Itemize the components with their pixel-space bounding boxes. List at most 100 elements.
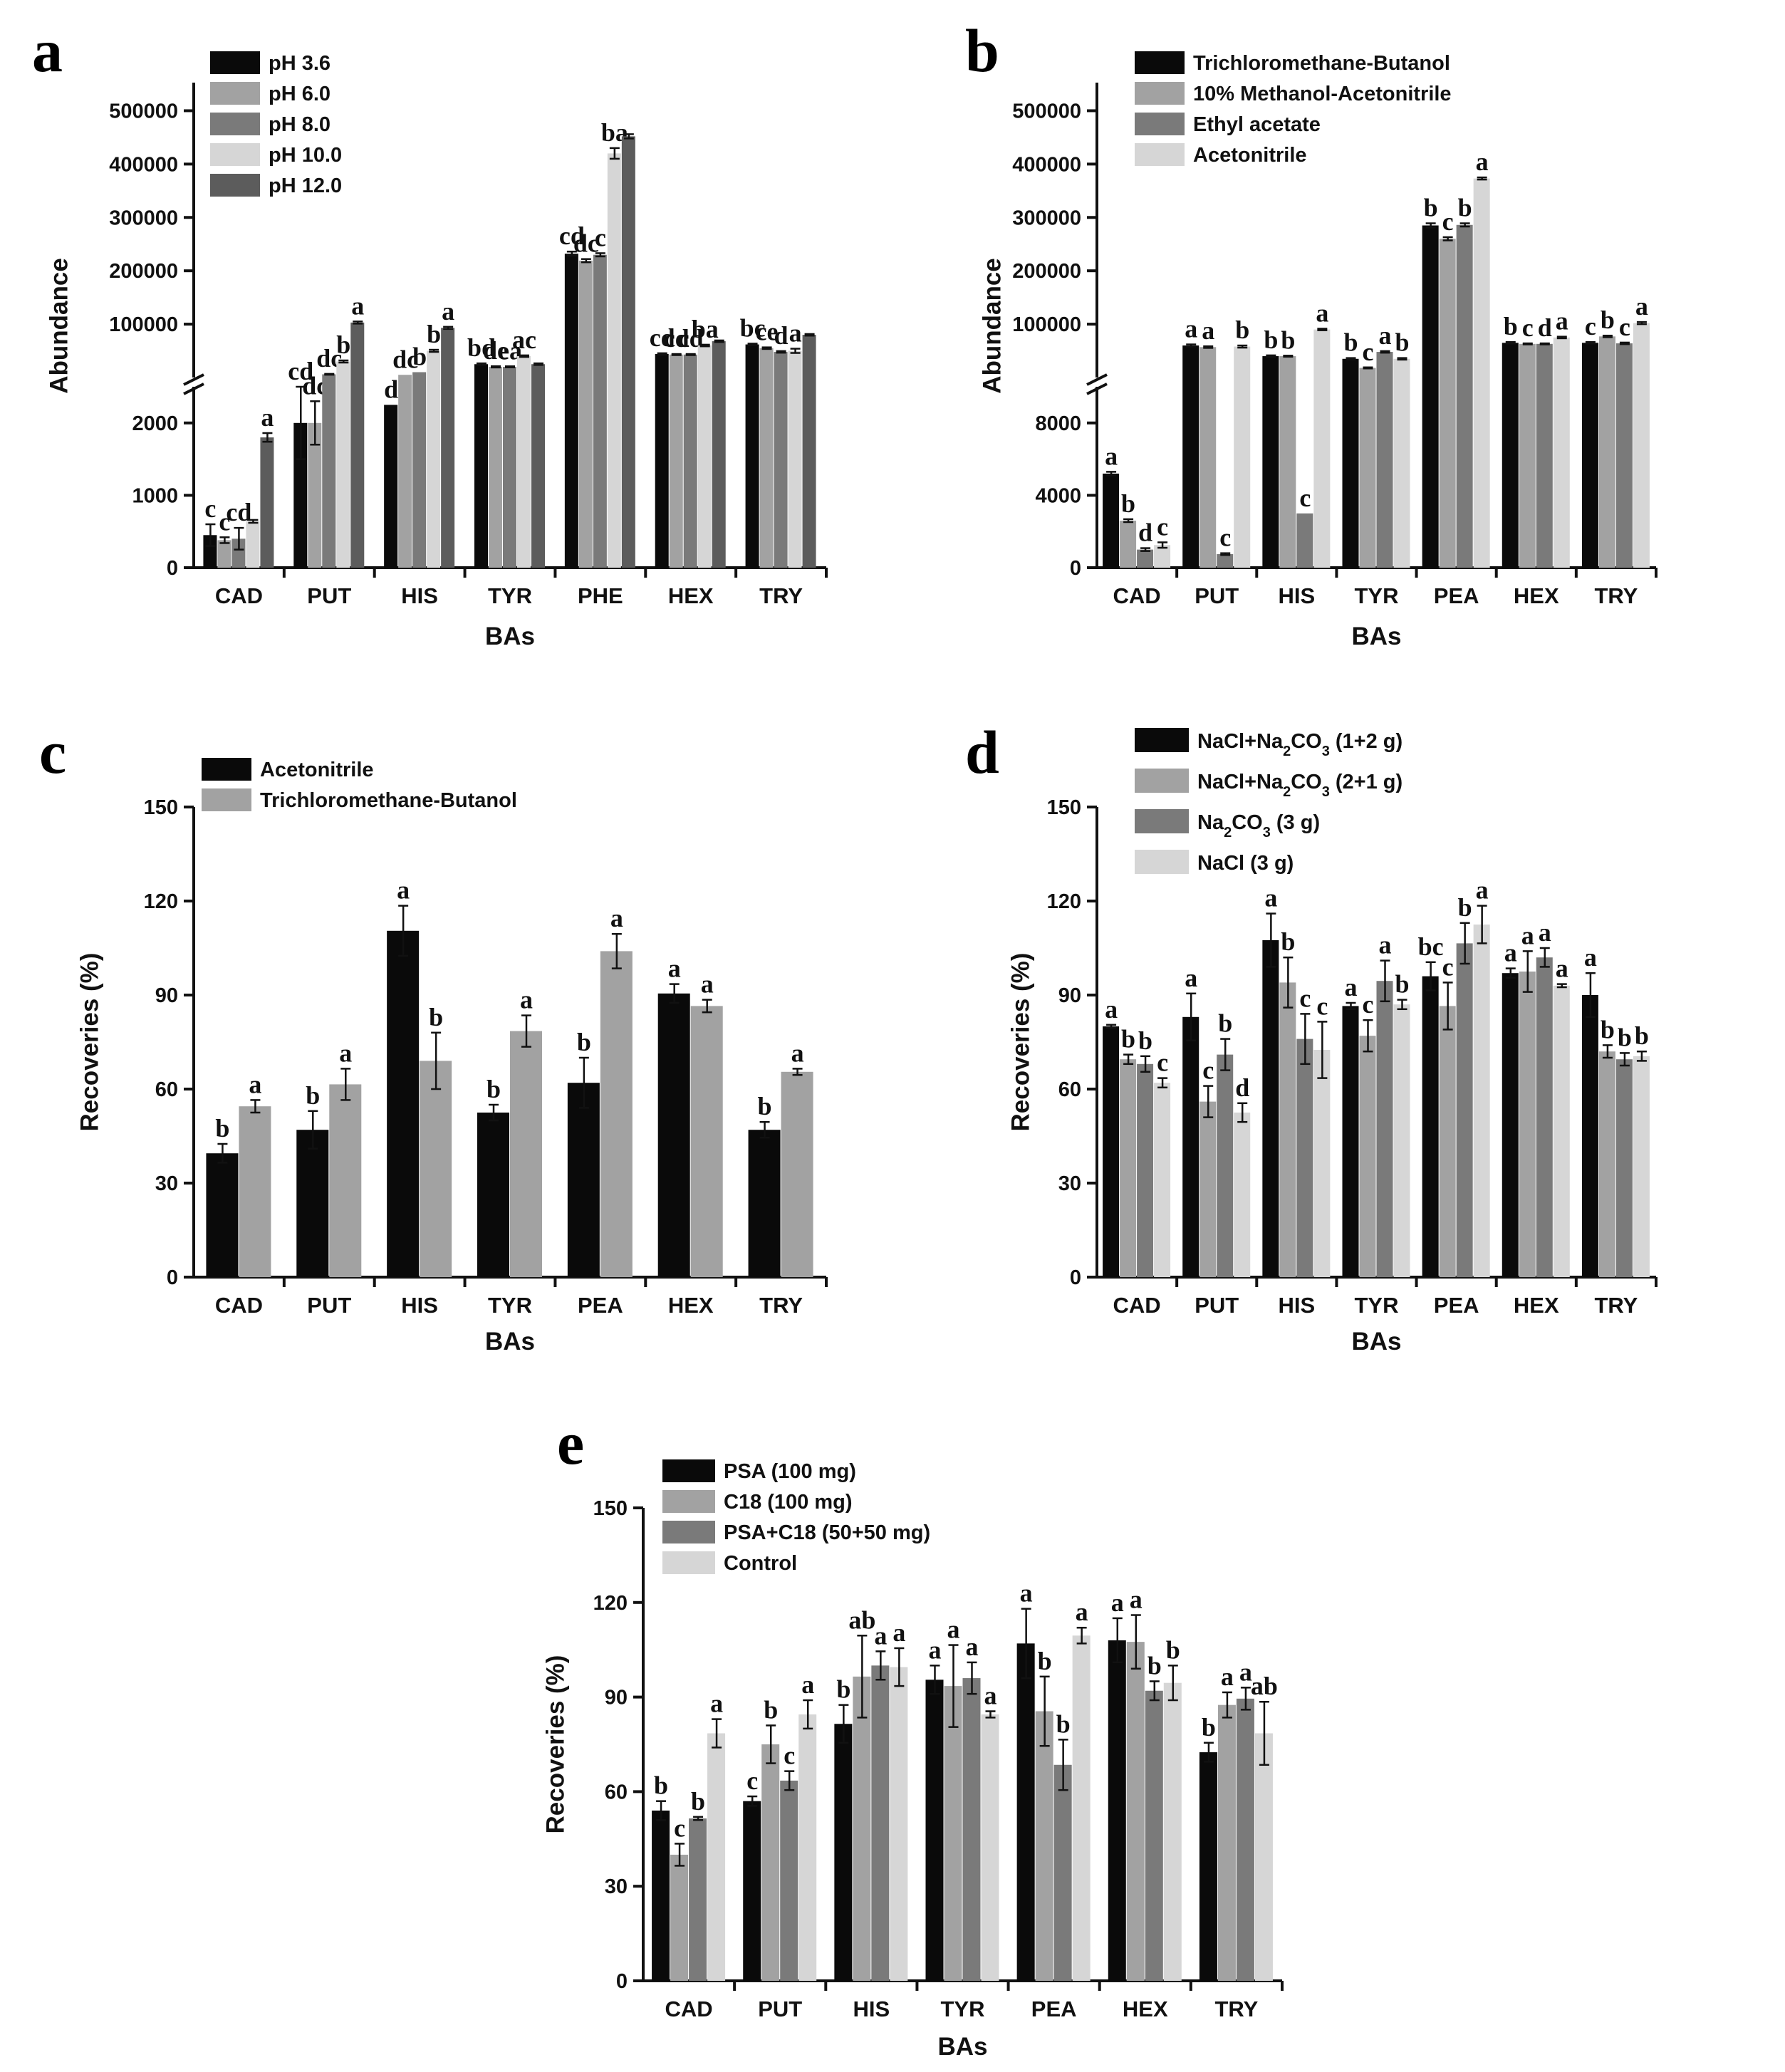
significance-label: b — [1424, 194, 1438, 222]
significance-label: c — [1522, 313, 1534, 342]
significance-label: a — [1521, 921, 1534, 949]
significance-label: bc — [740, 313, 766, 342]
bar — [1217, 553, 1234, 568]
x-tick-label: PEA — [578, 1293, 623, 1318]
bar — [412, 372, 427, 568]
x-tick-label: PEA — [1434, 1293, 1479, 1318]
legend-swatch — [210, 143, 260, 166]
legend-swatch — [210, 51, 260, 74]
axis-break-mark — [1086, 373, 1108, 386]
significance-label: a — [1379, 931, 1392, 959]
significance-label: a — [1264, 884, 1277, 912]
y-tick-label: 200000 — [1012, 260, 1081, 283]
significance-label: a — [1476, 147, 1489, 176]
legend-text: Ethyl acetate — [1193, 113, 1321, 136]
bar — [669, 354, 683, 568]
legend-label: Acetonitrile — [1193, 144, 1307, 167]
significance-label: b — [336, 330, 350, 359]
y-tick-label: 8000 — [1035, 412, 1081, 435]
significance-label: b — [427, 320, 441, 348]
significance-label: b — [1202, 1713, 1216, 1742]
bar — [260, 437, 274, 568]
y-tick-label: 150 — [593, 1497, 628, 1520]
y-tick-label: 150 — [1047, 796, 1081, 819]
bar — [697, 345, 712, 568]
bar — [1342, 358, 1359, 568]
significance-label: b — [1395, 328, 1409, 357]
legend-text: pH 6.0 — [269, 83, 331, 105]
legend-formula: CO — [1232, 811, 1263, 834]
y-tick-label: 500000 — [109, 100, 178, 123]
x-tick-label: TYR — [941, 1996, 985, 2021]
bar — [925, 1680, 944, 1981]
axis-break-mark — [1086, 382, 1108, 395]
bar — [593, 254, 607, 568]
panel-letter: e — [557, 1409, 584, 1477]
y-tick-label: 90 — [155, 984, 178, 1007]
bar — [1598, 336, 1615, 568]
legend-label: pH 10.0 — [269, 144, 342, 167]
bar — [531, 364, 545, 568]
significance-label: a — [801, 1670, 814, 1699]
x-tick-label: HEX — [1514, 583, 1559, 608]
bar — [748, 1130, 781, 1277]
significance-label: a — [791, 1038, 804, 1067]
x-axis: CAD PUT HIS TYR PEA HEX TRY — [1096, 566, 1658, 608]
bar — [1199, 1752, 1217, 1981]
y-axis: 0 30 60 90 120 150 — [1047, 796, 1098, 1289]
x-tick-label: TRY — [1594, 583, 1638, 608]
significance-label: a — [874, 1621, 887, 1650]
significance-label: a — [1105, 995, 1118, 1024]
x-tick-label: TRY — [759, 1293, 803, 1318]
bar — [1217, 1054, 1234, 1277]
legend-swatch — [210, 82, 260, 105]
bar — [1236, 1698, 1254, 1981]
significance-label: c — [1363, 990, 1374, 1019]
bar — [329, 1084, 362, 1277]
bar — [1199, 347, 1217, 568]
legend-text: Acetonitrile — [1193, 144, 1307, 167]
significance-label: b — [1395, 970, 1409, 999]
legend-label: NaCl+Na2CO3 (2+1 g) — [1197, 771, 1402, 800]
bar — [387, 930, 420, 1277]
significance-label: b — [1148, 1651, 1162, 1680]
significance-label: c — [1442, 207, 1454, 236]
bar — [246, 521, 260, 568]
significance-label: c — [784, 1742, 795, 1770]
significance-label: b — [486, 1075, 501, 1103]
x-tick-label: PHE — [578, 583, 623, 608]
legend-text: (2+1 g) — [1330, 771, 1402, 793]
bar — [1519, 343, 1536, 568]
x-tick-label: HIS — [401, 583, 438, 608]
bar — [1473, 178, 1490, 568]
bar — [477, 1113, 509, 1277]
y-axis-title: Recoveries (%) — [541, 1655, 569, 1834]
bar — [1633, 1056, 1650, 1277]
significance-label: b — [758, 1092, 772, 1120]
y-axis: 0 4000 8000 100000 200000 300000 400000 500000 — [1012, 83, 1108, 580]
bar — [981, 1714, 999, 1981]
bar — [1422, 976, 1439, 1277]
bar — [890, 1667, 908, 1981]
significance-label: c — [1202, 1056, 1214, 1085]
significance-label: b — [1235, 316, 1249, 344]
significance-label: b — [1056, 1709, 1071, 1738]
significance-label: dc — [392, 345, 418, 373]
bar — [1439, 239, 1456, 568]
bar — [384, 405, 398, 568]
y-axis-title: Recoveries (%) — [76, 953, 103, 1132]
significance-label: b — [1121, 489, 1135, 518]
bar — [853, 1676, 871, 1981]
legend-label: Trichloromethane-Butanol — [1193, 52, 1450, 75]
bar — [1502, 343, 1519, 568]
significance-label: b — [764, 1695, 778, 1724]
legend-text: pH 3.6 — [269, 52, 331, 75]
y-tick-label: 0 — [616, 1970, 628, 1993]
bar — [1519, 972, 1536, 1277]
bar — [774, 352, 788, 568]
bar — [1393, 358, 1410, 568]
legend-label: pH 12.0 — [269, 175, 342, 197]
